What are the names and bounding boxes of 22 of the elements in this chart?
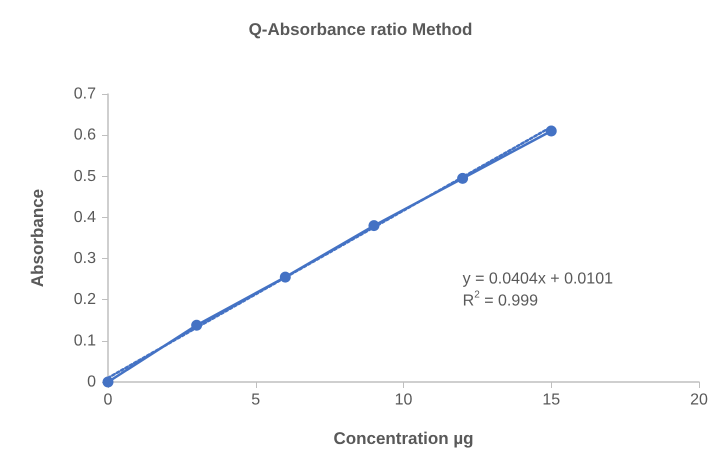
point <box>546 126 557 137</box>
y-tick-label: 0.6 <box>74 126 96 144</box>
point <box>280 272 291 283</box>
y-tick-label: 0.2 <box>74 291 96 308</box>
y-tick-label: 0.3 <box>74 250 96 268</box>
annotation: y = 0.0404x + 0.0101 <box>462 270 614 288</box>
y-tick-label: 0.1 <box>74 332 96 350</box>
y-tick-label: 0.7 <box>74 86 96 102</box>
x-tick-label: 20 <box>690 392 708 408</box>
x-axis-title: Concentration µg <box>333 429 474 448</box>
chart-title: Q-Absorbance ratio Method <box>248 20 472 39</box>
point <box>457 172 468 184</box>
x-tick-label: 5 <box>251 392 260 408</box>
y-tick-label: 0 <box>87 374 96 390</box>
point <box>191 320 202 331</box>
y-axis-title: Absorbance <box>28 188 47 288</box>
y-tick-label: 0.5 <box>74 168 96 185</box>
x-tick-label: 15 <box>542 392 560 408</box>
y-tick-label: 0.4 <box>74 208 96 226</box>
point <box>368 220 380 232</box>
x-tick-label: 10 <box>394 392 412 408</box>
x-tick-label: 0 <box>104 392 113 408</box>
